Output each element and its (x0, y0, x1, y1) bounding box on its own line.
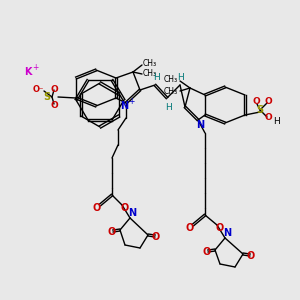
Text: S: S (256, 105, 264, 115)
Text: O⁻: O⁻ (32, 85, 44, 94)
Text: CH₃: CH₃ (143, 70, 157, 79)
Text: CH₃: CH₃ (164, 76, 178, 85)
Text: CH₃: CH₃ (164, 86, 178, 95)
Text: CH₃: CH₃ (143, 59, 157, 68)
Text: +: + (32, 64, 38, 73)
Text: O: O (121, 203, 129, 213)
Text: H: H (273, 118, 279, 127)
Text: H: H (166, 103, 172, 112)
Text: N: N (128, 208, 136, 218)
Text: K: K (24, 67, 32, 77)
Text: O: O (216, 223, 224, 233)
Text: O: O (50, 100, 58, 109)
Text: N: N (223, 228, 231, 238)
Text: N: N (196, 120, 204, 130)
Text: O: O (152, 232, 160, 242)
Text: +: + (128, 98, 134, 106)
Text: O: O (252, 98, 260, 106)
Text: O: O (93, 203, 101, 213)
Text: H: H (178, 73, 184, 82)
Text: H: H (153, 73, 159, 82)
Text: S: S (44, 92, 51, 102)
Text: O: O (247, 251, 255, 261)
Text: O: O (264, 98, 272, 106)
Text: O: O (108, 227, 116, 237)
Text: O: O (186, 223, 194, 233)
Text: O: O (203, 247, 211, 257)
Text: O: O (50, 85, 58, 94)
Text: N: N (120, 101, 128, 111)
Text: O: O (264, 113, 272, 122)
